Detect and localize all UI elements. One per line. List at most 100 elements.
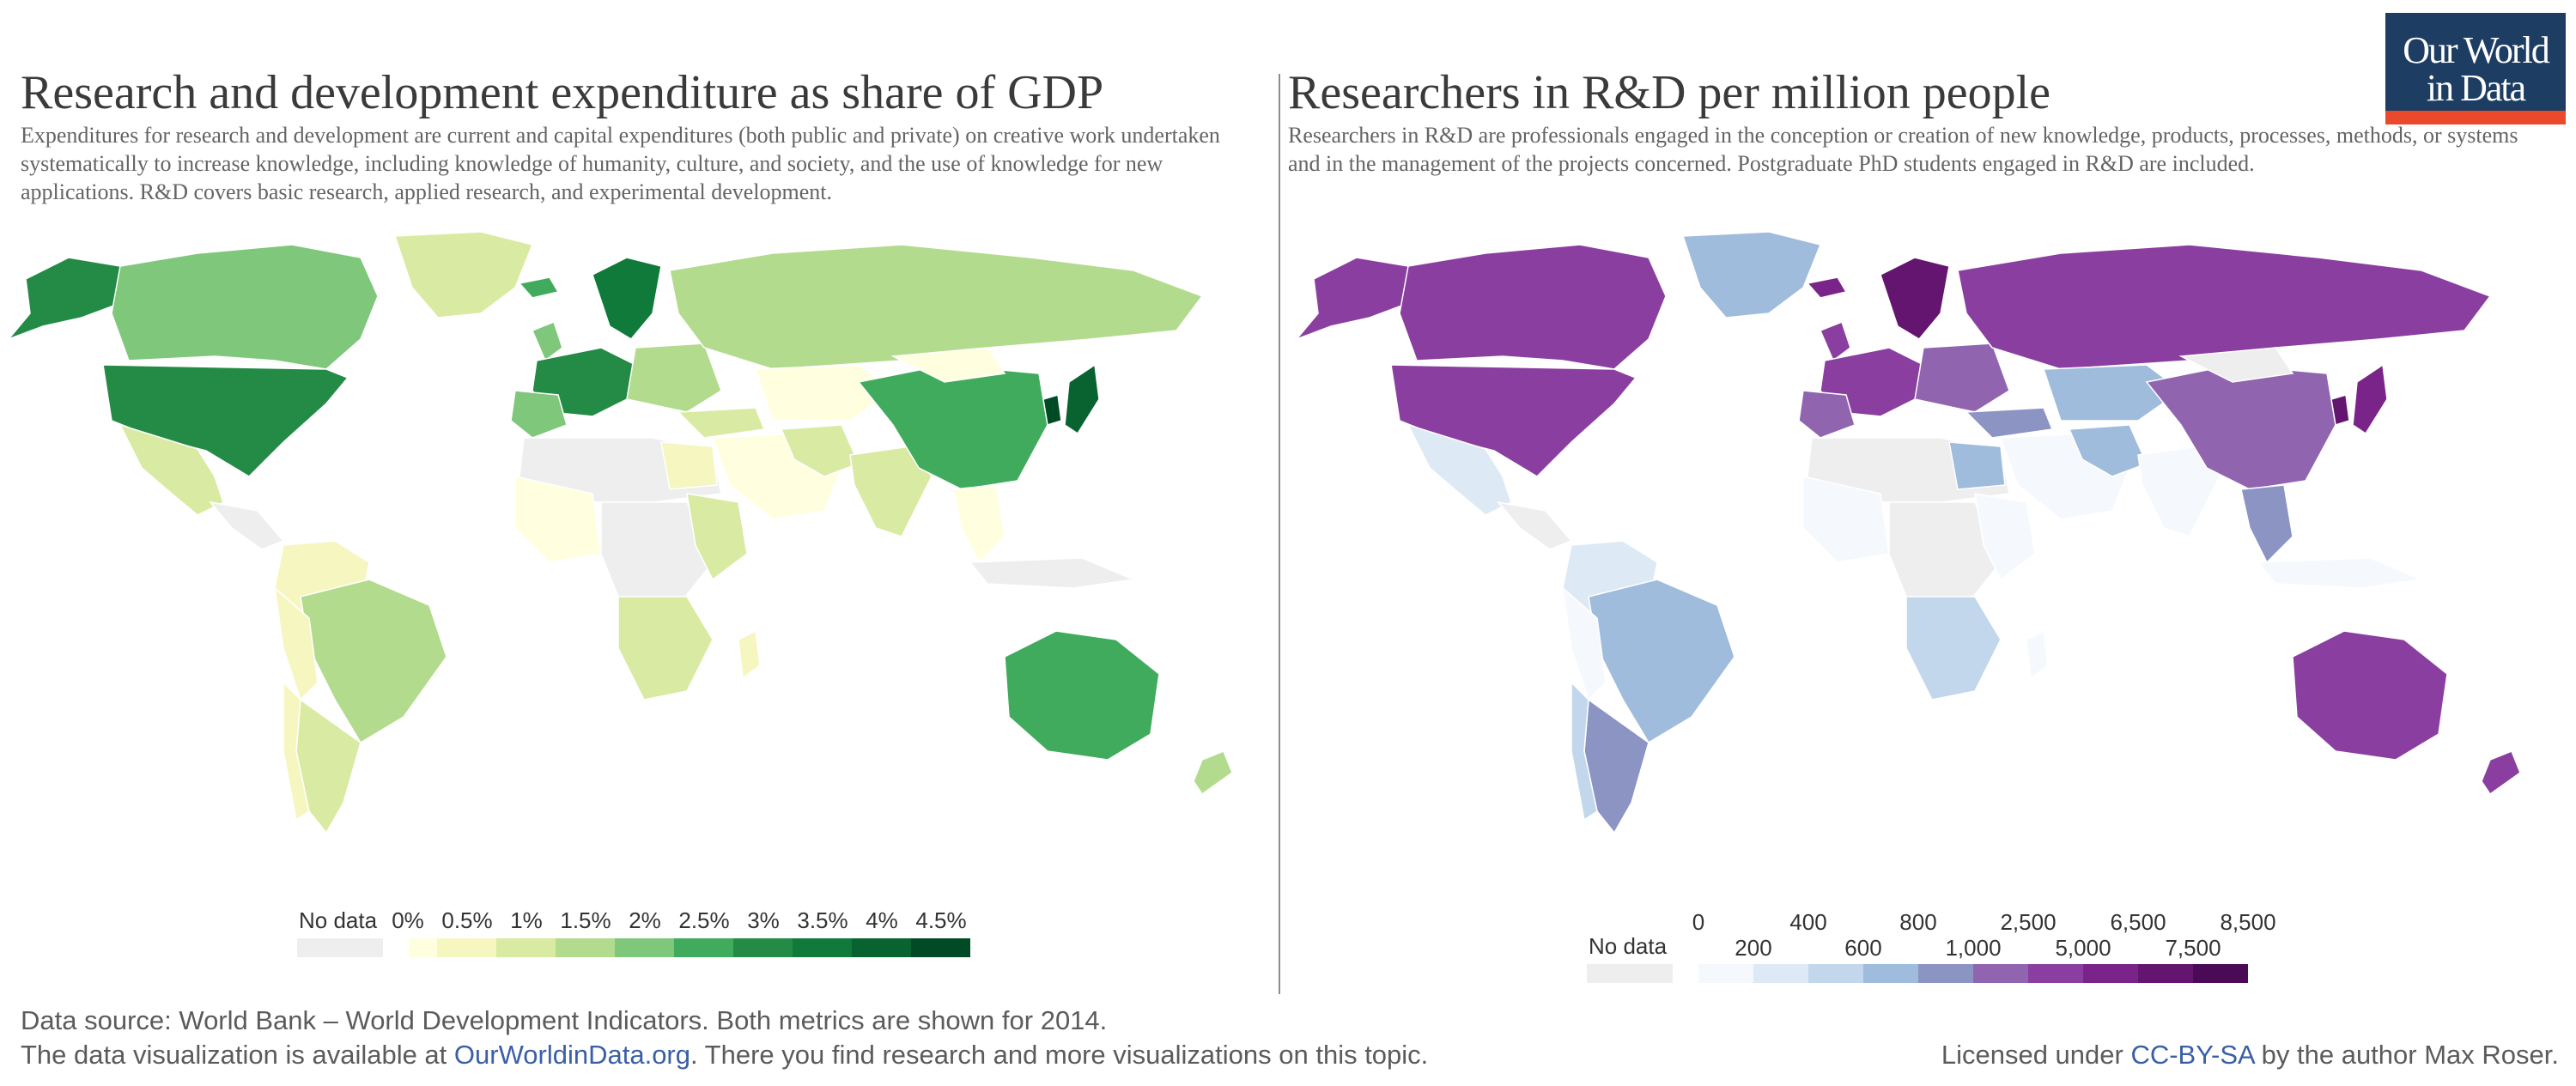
right-legend-tick-upper: 8,500 <box>2220 909 2276 935</box>
owid-logo[interactable]: Our World in Data <box>2385 13 2566 124</box>
region-mongolia <box>890 347 1006 383</box>
right-legend-swatch <box>1973 964 2028 983</box>
footer-visualization-note: The data visualization is available at O… <box>21 1041 1428 1068</box>
left-legend-swatch <box>793 938 852 957</box>
right-legend-tick-lower: 5,000 <box>2055 935 2111 961</box>
region-nordics <box>1880 257 1950 340</box>
region-central-asia <box>754 364 895 422</box>
right-legend: No data 0 400 800 2,500 6,500 8,500 200 600 1,00… <box>1587 907 2308 985</box>
footer-license-suffix: by the author Max Roser. <box>2254 1040 2559 1070</box>
region-central-america <box>1497 501 1573 550</box>
region-eastern-europe <box>626 343 722 413</box>
license-link[interactable]: CC-BY-SA <box>2130 1040 2255 1070</box>
right-map-title: Researchers in R&D per million people <box>1288 66 2050 119</box>
right-legend-tick-lower: 1,000 <box>1945 935 2002 961</box>
region-australia <box>1004 630 1160 761</box>
region-iran <box>780 424 860 477</box>
left-legend-swatch <box>437 938 496 957</box>
region-korea <box>1042 394 1062 426</box>
region-uk <box>1820 321 1851 362</box>
right-legend-swatch <box>1918 964 1973 983</box>
right-legend-tick-lower: 600 <box>1844 935 1882 961</box>
region-russia <box>1957 244 2492 370</box>
region-indonesia <box>2257 557 2424 589</box>
left-map-title: Research and development expenditure as … <box>21 66 1104 119</box>
region-greenland <box>393 231 534 319</box>
region-brazil <box>300 579 447 744</box>
region-iran <box>2068 424 2148 477</box>
right-legend-swatch <box>2138 964 2193 983</box>
right-legend-swatch <box>2083 964 2138 983</box>
region-canada <box>1399 244 1667 370</box>
left-legend-tick: 2.5% <box>678 907 730 933</box>
region-southeast-asia <box>952 484 1005 564</box>
region-west-africa <box>1802 476 1890 563</box>
region-central-america <box>209 501 285 550</box>
region-new-zealand <box>1193 750 1233 796</box>
region-west-africa <box>514 476 602 563</box>
region-australia <box>2292 630 2448 761</box>
region-nordics <box>592 257 662 340</box>
left-legend-swatch <box>733 938 793 957</box>
right-legend-swatch <box>1753 964 1808 983</box>
region-iceland <box>518 276 560 299</box>
right-legend-tick-upper: 400 <box>1789 909 1827 935</box>
right-legend-swatch <box>1698 964 1753 983</box>
left-world-map <box>6 231 1233 834</box>
region-mexico <box>118 423 224 516</box>
region-madagascar <box>2026 629 2049 680</box>
right-legend-swatch <box>2193 964 2248 983</box>
left-legend-tick: 3.5% <box>797 907 848 933</box>
region-canada <box>111 244 379 370</box>
region-alaska <box>6 257 130 341</box>
right-legend-tick-upper: 800 <box>1899 909 1937 935</box>
logo-line-1: Our World <box>2403 29 2550 71</box>
right-legend-swatch <box>1863 964 1918 983</box>
left-legend-swatch <box>556 938 615 957</box>
right-legend-swatch <box>2028 964 2083 983</box>
left-legend-tick: 4% <box>866 907 898 933</box>
right-legend-tick-upper: 2,500 <box>2000 909 2057 935</box>
left-legend-no-data-swatch <box>297 938 383 957</box>
right-legend-tick-lower: 200 <box>1735 935 1772 961</box>
region-central-asia <box>2042 364 2183 422</box>
region-andes <box>1561 586 1607 701</box>
region-turkey <box>1965 407 2054 439</box>
panel-divider <box>1279 74 1280 994</box>
region-japan <box>2352 363 2388 435</box>
left-legend-tick: 0.5% <box>441 907 493 933</box>
region-iceland <box>1806 276 1848 299</box>
region-uk <box>532 321 563 362</box>
left-legend-swatch <box>911 938 970 957</box>
right-legend-tick-upper: 0 <box>1692 909 1705 935</box>
footer-license-prefix: Licensed under <box>1941 1040 2131 1070</box>
footer-viz-suffix: . There you find research and more visua… <box>690 1040 1429 1070</box>
region-mongolia <box>2178 347 2294 383</box>
left-legend-tick: 1% <box>510 907 543 933</box>
region-chile <box>1571 681 1598 822</box>
region-egypt <box>660 441 718 490</box>
region-turkey <box>677 407 766 439</box>
left-legend-tick: 0% <box>392 907 424 933</box>
right-map-subtitle: Researchers in R&D are professionals eng… <box>1288 123 2518 176</box>
region-chile <box>283 681 310 822</box>
region-madagascar <box>738 629 761 680</box>
region-alaska <box>1294 257 1418 341</box>
region-new-zealand <box>2481 750 2521 796</box>
footer-viz-prefix: The data visualization is available at <box>21 1040 454 1070</box>
region-andes <box>273 586 319 701</box>
right-world-map <box>1294 231 2521 834</box>
logo-line-2: in Data <box>2426 67 2526 109</box>
region-southern-africa <box>617 596 714 701</box>
right-legend-tick-lower: 7,500 <box>2165 935 2221 961</box>
left-map-subtitle: Expenditures for research and developmen… <box>21 123 1220 204</box>
owid-link[interactable]: OurWorldinData.org <box>453 1040 691 1070</box>
right-legend-tick-upper: 6,500 <box>2110 909 2166 935</box>
left-legend-swatch <box>615 938 674 957</box>
region-southern-africa <box>1905 596 2002 701</box>
right-legend-swatch <box>1808 964 1863 983</box>
left-legend-swatch <box>852 938 911 957</box>
footer-license: Licensed under CC-BY-SA by the author Ma… <box>1941 1041 2559 1068</box>
left-legend-tick: 4.5% <box>915 907 967 933</box>
region-east-africa <box>1974 493 2036 581</box>
